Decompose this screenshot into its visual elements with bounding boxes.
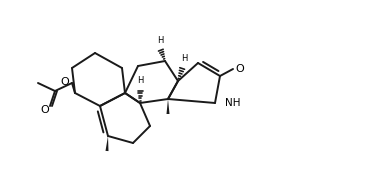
Text: O: O <box>235 64 244 74</box>
Text: H: H <box>181 54 187 63</box>
Polygon shape <box>167 99 170 114</box>
Text: H: H <box>157 36 163 45</box>
Text: H: H <box>137 76 143 85</box>
Polygon shape <box>106 136 108 151</box>
Text: O: O <box>60 77 69 87</box>
Text: NH: NH <box>225 98 241 108</box>
Text: O: O <box>41 105 50 115</box>
